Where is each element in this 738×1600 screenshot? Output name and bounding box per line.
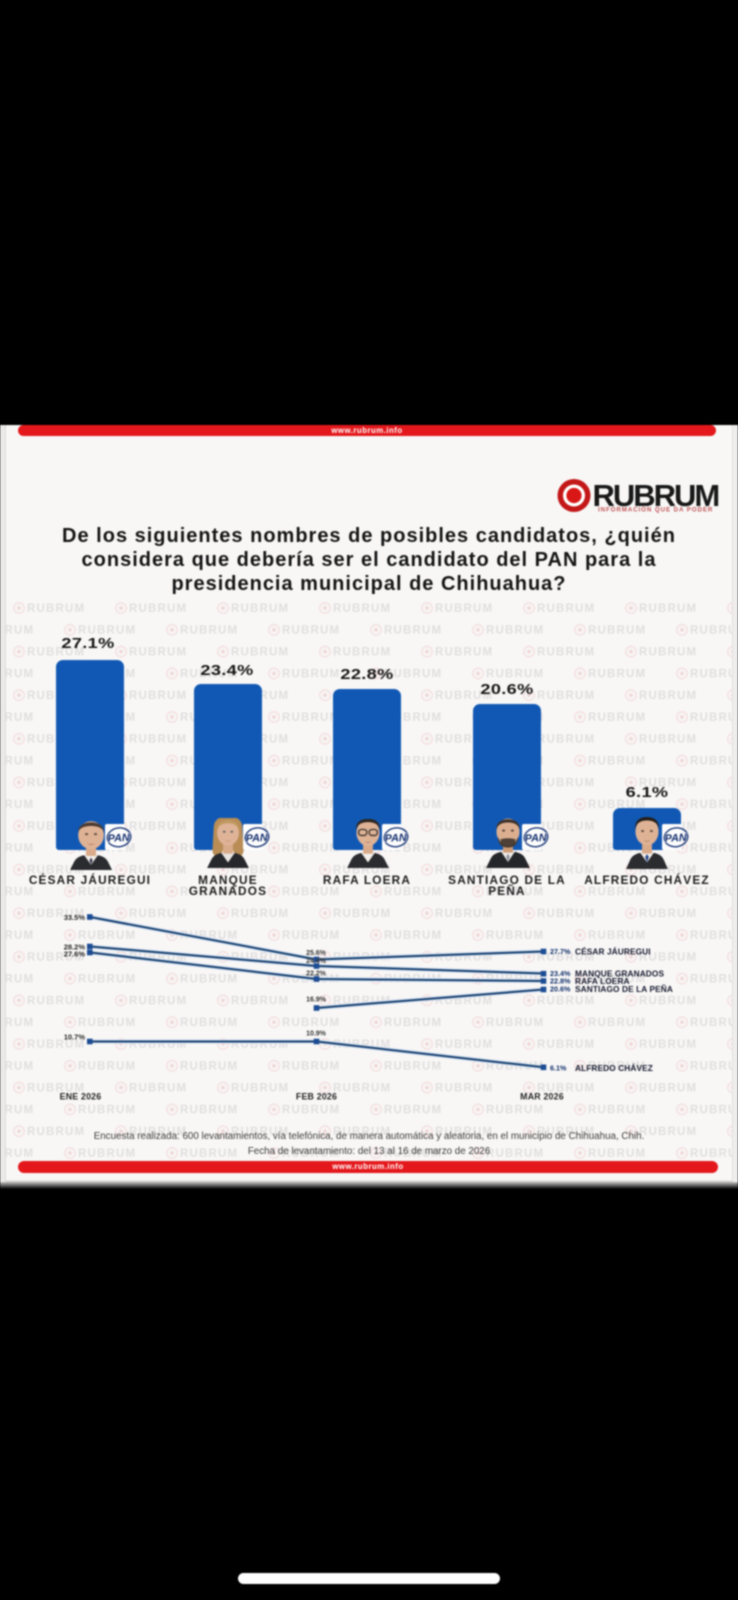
svg-text:25.6%: 25.6% — [306, 950, 327, 957]
svg-text:16.9%: 16.9% — [306, 997, 327, 1004]
svg-text:24.4%: 24.4% — [306, 958, 327, 965]
svg-text:PAN: PAN — [384, 832, 407, 845]
svg-text:PAN: PAN — [245, 832, 268, 845]
svg-text:27.7%: 27.7% — [550, 947, 571, 956]
svg-text:6.1%: 6.1% — [550, 1064, 567, 1073]
svg-text:SANTIAGO DE LA PEÑA: SANTIAGO DE LA PEÑA — [575, 984, 673, 994]
svg-text:22.8%: 22.8% — [550, 977, 571, 986]
svg-text:23.4%: 23.4% — [550, 969, 571, 978]
svg-text:10.7%: 10.7% — [64, 1033, 86, 1042]
svg-text:33.5%: 33.5% — [64, 913, 86, 922]
svg-text:RUBRUM: RUBRUM — [593, 478, 719, 513]
svg-text:ALFREDO CHÁVEZ: ALFREDO CHÁVEZ — [575, 1063, 653, 1073]
svg-text:20.6%: 20.6% — [550, 985, 571, 994]
svg-text:PAN: PAN — [524, 832, 547, 845]
svg-text:FEB 2026: FEB 2026 — [296, 1092, 337, 1102]
svg-text:27.6%: 27.6% — [64, 949, 86, 958]
svg-text:MANQUE GRANADOS: MANQUE GRANADOS — [575, 969, 664, 979]
svg-text:PAN: PAN — [664, 832, 687, 845]
svg-text:10.9%: 10.9% — [306, 1031, 327, 1038]
svg-text:22.2%: 22.2% — [306, 971, 327, 978]
svg-text:INFORMACIÓN QUE DA PODER: INFORMACIÓN QUE DA PODER — [598, 505, 713, 513]
svg-text:28.2%: 28.2% — [64, 943, 86, 952]
svg-text:PAN: PAN — [107, 832, 130, 845]
svg-text:ENE 2026: ENE 2026 — [60, 1092, 102, 1102]
svg-text:MAR 2026: MAR 2026 — [520, 1092, 564, 1102]
svg-text:RAFA LOERA: RAFA LOERA — [575, 976, 630, 986]
svg-text:CÉSAR JÁUREGUI: CÉSAR JÁUREGUI — [575, 947, 651, 957]
